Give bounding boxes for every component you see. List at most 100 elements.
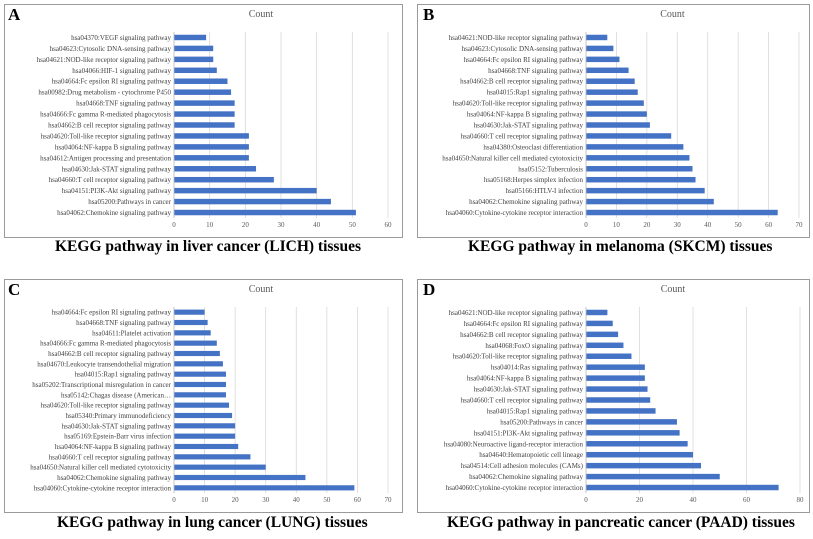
y-category-label: hsa04664:Fc epsilon RI signaling pathway	[464, 56, 584, 64]
bar	[586, 122, 650, 128]
y-category-label: hsa04611:Platelet activation	[92, 329, 171, 337]
x-tick-label: 10	[201, 496, 209, 504]
x-tick-label: 60	[765, 221, 773, 229]
bar	[174, 166, 257, 172]
y-category-label: hsa04623:Cytosolic DNA-sensing pathway	[50, 45, 172, 53]
x-tick-label: 60	[743, 496, 751, 504]
y-category-label: hsa05168:Herpes simplex infection	[484, 176, 584, 184]
bar	[586, 364, 645, 370]
y-category-label: hsa04621:NOD-like receptor signaling pat…	[449, 309, 584, 317]
y-category-label: hsa04668:TNF signaling pathway	[76, 319, 171, 327]
x-tick-label: 20	[232, 496, 240, 504]
bar	[174, 122, 235, 128]
bar	[586, 484, 779, 491]
x-tick-label: 0	[584, 221, 588, 229]
bar	[174, 443, 239, 450]
y-category-label: hsa04662:B cell receptor signaling pathw…	[48, 350, 171, 358]
y-category-label: hsa04666:Fc gamma R-mediated phagocytosi…	[40, 340, 171, 348]
x-tick-label: 70	[796, 221, 804, 229]
x-tick-label: 30	[262, 496, 270, 504]
y-category-label: hsa04064:NF-kappa B signaling pathway	[55, 143, 172, 151]
x-tick-label: 40	[690, 496, 698, 504]
y-category-label: hsa04060:Cytokine-cytokine receptor inte…	[446, 209, 584, 217]
y-category-label: hsa04621:NOD-like receptor signaling pat…	[449, 34, 584, 42]
bar	[586, 430, 680, 436]
bar	[174, 78, 228, 84]
y-category-label: hsa04620:Toll-like receptor signaling pa…	[41, 132, 172, 140]
chart-c: Count 0 10 20 30 40 50 60 70 hsa04664:Fc epsilon …	[30, 284, 393, 504]
bar	[174, 67, 217, 74]
bar	[174, 187, 317, 194]
x-tick-label: 0	[584, 496, 588, 504]
y-category-label: hsa04664:Fc epsilon RI signaling pathway	[52, 78, 172, 86]
y-category-label: hsa04062:Chemokine signaling pathway	[57, 209, 171, 217]
bar	[586, 386, 648, 392]
bar	[174, 111, 235, 117]
chart-title: Count	[249, 9, 274, 20]
bar	[174, 485, 355, 491]
x-tick-label: 0	[172, 496, 176, 504]
bar	[174, 350, 220, 357]
bar	[586, 342, 624, 349]
x-tick-label: 50	[735, 221, 743, 229]
bar	[174, 381, 226, 388]
x-tick-label: 70	[385, 496, 393, 504]
bar	[586, 67, 629, 74]
x-tick-label: 60	[385, 221, 393, 229]
bar	[586, 331, 619, 338]
y-category-label: hsa04068:FoxO signaling pathway	[485, 342, 583, 350]
y-category-label: hsa04662:B cell receptor signaling pathw…	[460, 331, 583, 339]
bar	[586, 56, 620, 63]
chart-b: Count 0 10 20 30 40 50 60 70 hsa04621:NOD-like re…	[442, 9, 804, 229]
y-category-label: hsa05169:Epstein-Barr virus infection	[64, 433, 171, 441]
bar	[586, 473, 720, 480]
bar	[174, 34, 207, 41]
bar	[586, 78, 635, 84]
y-category-label: hsa04662:B cell receptor signaling pathw…	[48, 122, 171, 130]
bar	[174, 45, 214, 52]
chart-title: Count	[660, 9, 685, 20]
y-category-label: hsa04630:Jak-STAT signaling pathway	[62, 422, 172, 430]
y-category-label: hsa04660:T cell receptor signaling pathw…	[49, 176, 172, 184]
y-category-label: hsa04630:Jak-STAT signaling pathway	[62, 165, 172, 173]
bar	[586, 209, 778, 216]
bar	[174, 56, 214, 63]
x-tick-label: 10	[613, 221, 621, 229]
bar	[174, 454, 251, 460]
y-category-label: hsa04151:PI3K-Akt signaling pathway	[474, 429, 584, 437]
y-category-label: hsa04623:Cytosolic DNA-sensing pathway	[462, 45, 584, 53]
panel-a-caption: KEGG pathway in liver cancer (LICH) tiss…	[55, 238, 361, 255]
y-category-label: hsa04668:TNF signaling pathway	[488, 67, 583, 75]
y-category-label: hsa04015:Rap1 signaling pathway	[75, 371, 172, 379]
y-category-label: hsa04062:Chemokine signaling pathway	[469, 198, 583, 206]
x-tick-label: 20	[636, 496, 644, 504]
y-category-label: hsa04080:Neuroactive ligand-receptor int…	[444, 440, 584, 448]
bar	[174, 209, 356, 216]
bar	[586, 155, 690, 161]
y-category-label: hsa04650:Natural killer cell mediated cy…	[30, 464, 171, 472]
bar	[586, 111, 647, 117]
y-category-label: hsa04062:Chemokine signaling pathway	[469, 473, 583, 481]
bar	[586, 100, 644, 106]
chart-title: Count	[661, 284, 686, 295]
x-tick-label: 20	[643, 221, 651, 229]
bar	[586, 309, 608, 316]
bar	[586, 198, 714, 205]
bar	[174, 433, 236, 439]
bar	[174, 100, 235, 106]
x-tick-label: 10	[206, 221, 214, 229]
y-category-label: hsa04015:Rap1 signaling pathway	[487, 89, 584, 97]
bar	[586, 462, 702, 469]
y-category-label: hsa04664:Fc epsilon RI signaling pathway	[464, 320, 584, 328]
bar	[586, 441, 688, 447]
y-category-label: hsa05142:Chagas disease (American…	[61, 391, 171, 399]
x-tick-label: 80	[797, 496, 805, 504]
y-category-label: hsa04062:Chemokine signaling pathway	[57, 474, 171, 482]
bar	[174, 309, 205, 315]
y-category-label: hsa05200:Pathways in cancer	[88, 198, 171, 206]
y-category-label: hsa04660:T cell receptor signaling pathw…	[461, 397, 584, 405]
x-tick-label: 40	[704, 221, 712, 229]
y-category-label: hsa04060:Cytokine-cytokine receptor inte…	[34, 484, 172, 492]
bar	[174, 392, 226, 398]
bar	[174, 319, 208, 326]
